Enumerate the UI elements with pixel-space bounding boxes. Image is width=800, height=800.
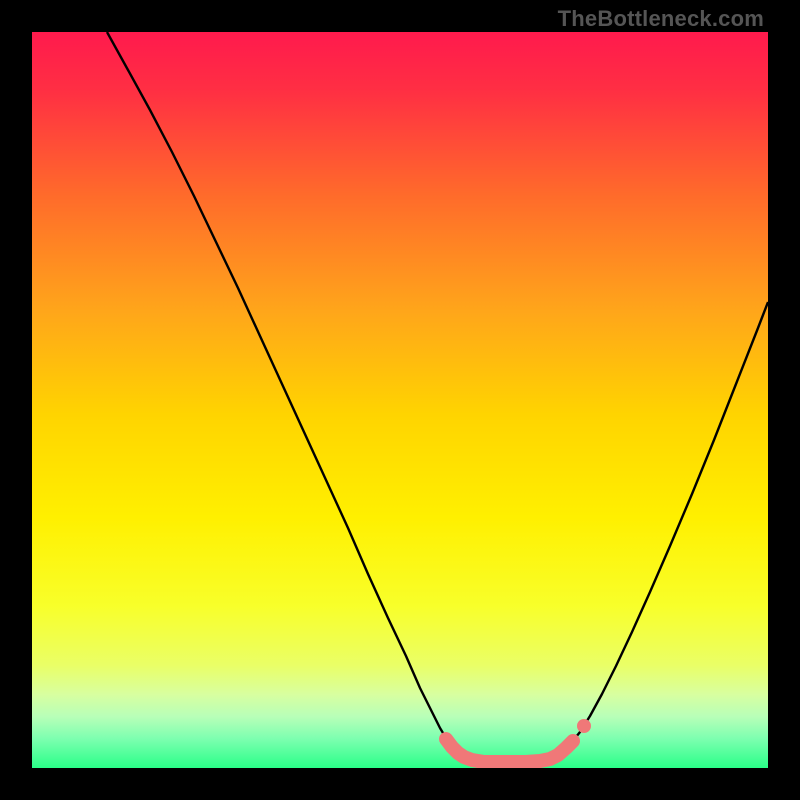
watermark-text: TheBottleneck.com bbox=[558, 6, 764, 32]
chart-svg bbox=[32, 32, 768, 768]
marker-dot bbox=[577, 719, 591, 733]
plot-area bbox=[32, 32, 768, 768]
gradient-background bbox=[32, 32, 768, 768]
chart-frame: TheBottleneck.com bbox=[0, 0, 800, 800]
